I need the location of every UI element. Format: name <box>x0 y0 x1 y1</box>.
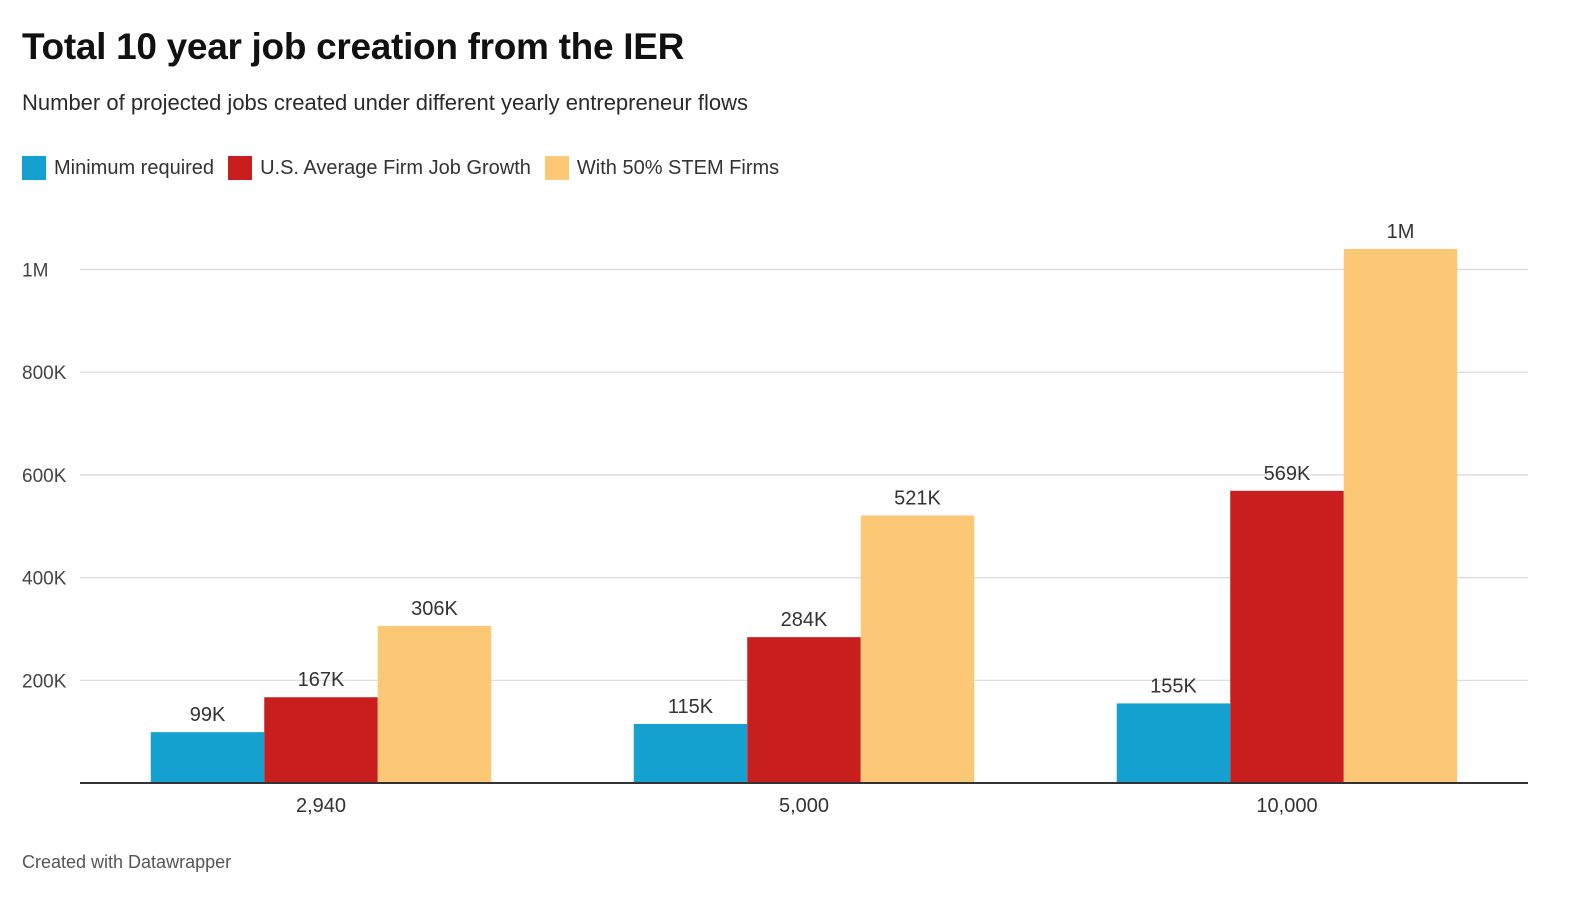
legend-item-us-average: U.S. Average Firm Job Growth <box>228 156 531 180</box>
chart-subtitle: Number of projected jobs created under d… <box>22 90 748 115</box>
data-label: 521K <box>894 487 941 509</box>
x-tick-label: 2,940 <box>296 795 346 817</box>
x-tick-label: 10,000 <box>1256 795 1317 817</box>
y-tick-label: 200K <box>22 671 67 692</box>
legend-label-minimum-required: Minimum required <box>54 156 215 179</box>
legend-label-stem: With 50% STEM Firms <box>576 156 780 179</box>
data-label: 115K <box>668 696 714 718</box>
legend-swatch-us-average <box>228 156 253 180</box>
chart-legend: Minimum required U.S. Average Firm Job G… <box>22 156 793 180</box>
y-tick-label: 600K <box>22 466 67 487</box>
data-label: 167K <box>298 669 345 691</box>
legend-swatch-minimum-required <box>22 156 46 180</box>
y-tick-label: 800K <box>22 363 67 384</box>
legend-item-stem: With 50% STEM Firms <box>544 156 780 180</box>
data-label: 99K <box>190 704 226 726</box>
legend-swatch-stem <box>544 156 569 180</box>
bar <box>377 625 492 783</box>
bar-chart: 200K 400K 600K 800K 1M 99K 167K 306K 2,940 115K 28… <box>22 221 1528 817</box>
bar <box>264 697 378 783</box>
x-tick-label: 5,000 <box>779 795 829 817</box>
legend-label-us-average: U.S. Average Firm Job Growth <box>260 156 531 179</box>
legend-item-minimum-required: Minimum required <box>22 156 214 180</box>
bar <box>747 637 861 783</box>
data-label: 155K <box>1150 675 1197 697</box>
bar <box>1343 248 1458 783</box>
chart-title: Total 10 year job creation from the IER <box>22 26 684 67</box>
bar <box>150 732 265 783</box>
data-label: 1M <box>1387 221 1415 243</box>
footer-credit: Created with Datawrapper <box>22 852 232 872</box>
data-label: 284K <box>781 609 828 631</box>
bar <box>633 723 748 783</box>
y-tick-label: 1M <box>22 261 48 282</box>
data-label: 569K <box>1264 463 1311 485</box>
bar <box>860 515 975 783</box>
y-tick-label: 400K <box>22 569 67 590</box>
bar <box>1116 703 1231 783</box>
bar <box>1230 490 1344 783</box>
data-label: 306K <box>411 598 458 620</box>
